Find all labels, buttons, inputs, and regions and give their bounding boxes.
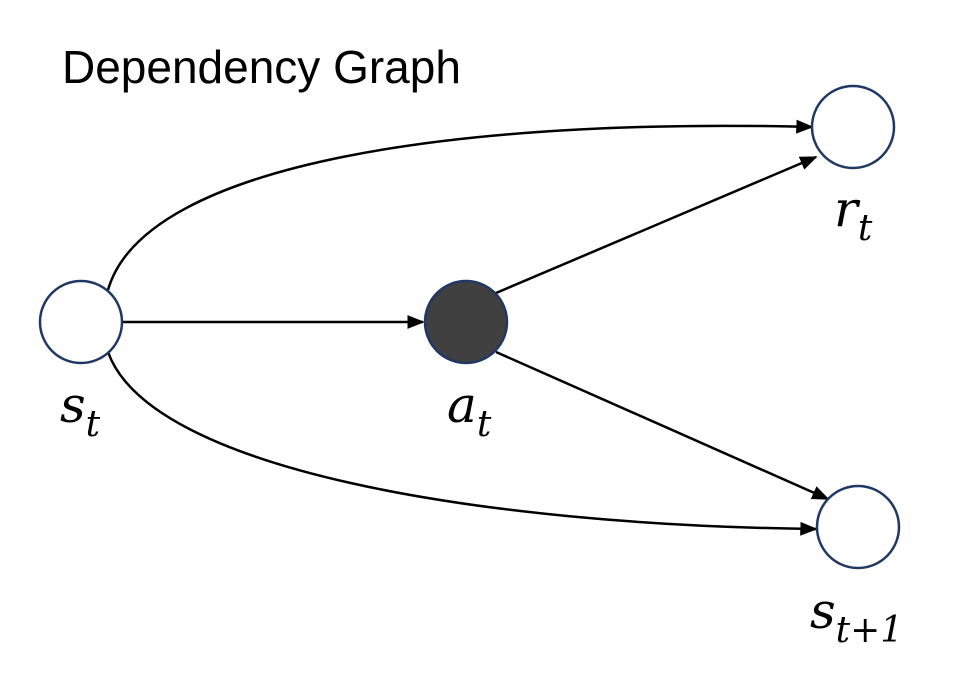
next-state-node (815, 484, 901, 570)
next-state-label-symbol: s (810, 582, 836, 640)
next-state-label: st+1 (810, 582, 903, 651)
action-label-subscript: t (477, 404, 492, 445)
reward-label: rt (834, 180, 873, 249)
reward-label-symbol: r (834, 180, 861, 238)
reward-node (810, 84, 896, 170)
edge-action-to-next-state (495, 350, 830, 501)
state-label: st (60, 376, 101, 445)
edge-state-to-next-state (106, 351, 818, 536)
state-label-symbol: s (60, 376, 86, 434)
state-label-subscript: t (86, 404, 101, 445)
edge-action-to-reward (495, 155, 818, 295)
action-node (423, 279, 509, 365)
state-node (38, 279, 124, 365)
diagram-title: Dependency Graph (62, 41, 461, 93)
action-label: at (447, 376, 492, 445)
edge-state-to-reward (106, 119, 814, 291)
next-state-label-subscript: t+1 (836, 610, 904, 651)
reward-label-subscript: t (858, 208, 873, 249)
action-label-symbol: a (447, 376, 477, 434)
